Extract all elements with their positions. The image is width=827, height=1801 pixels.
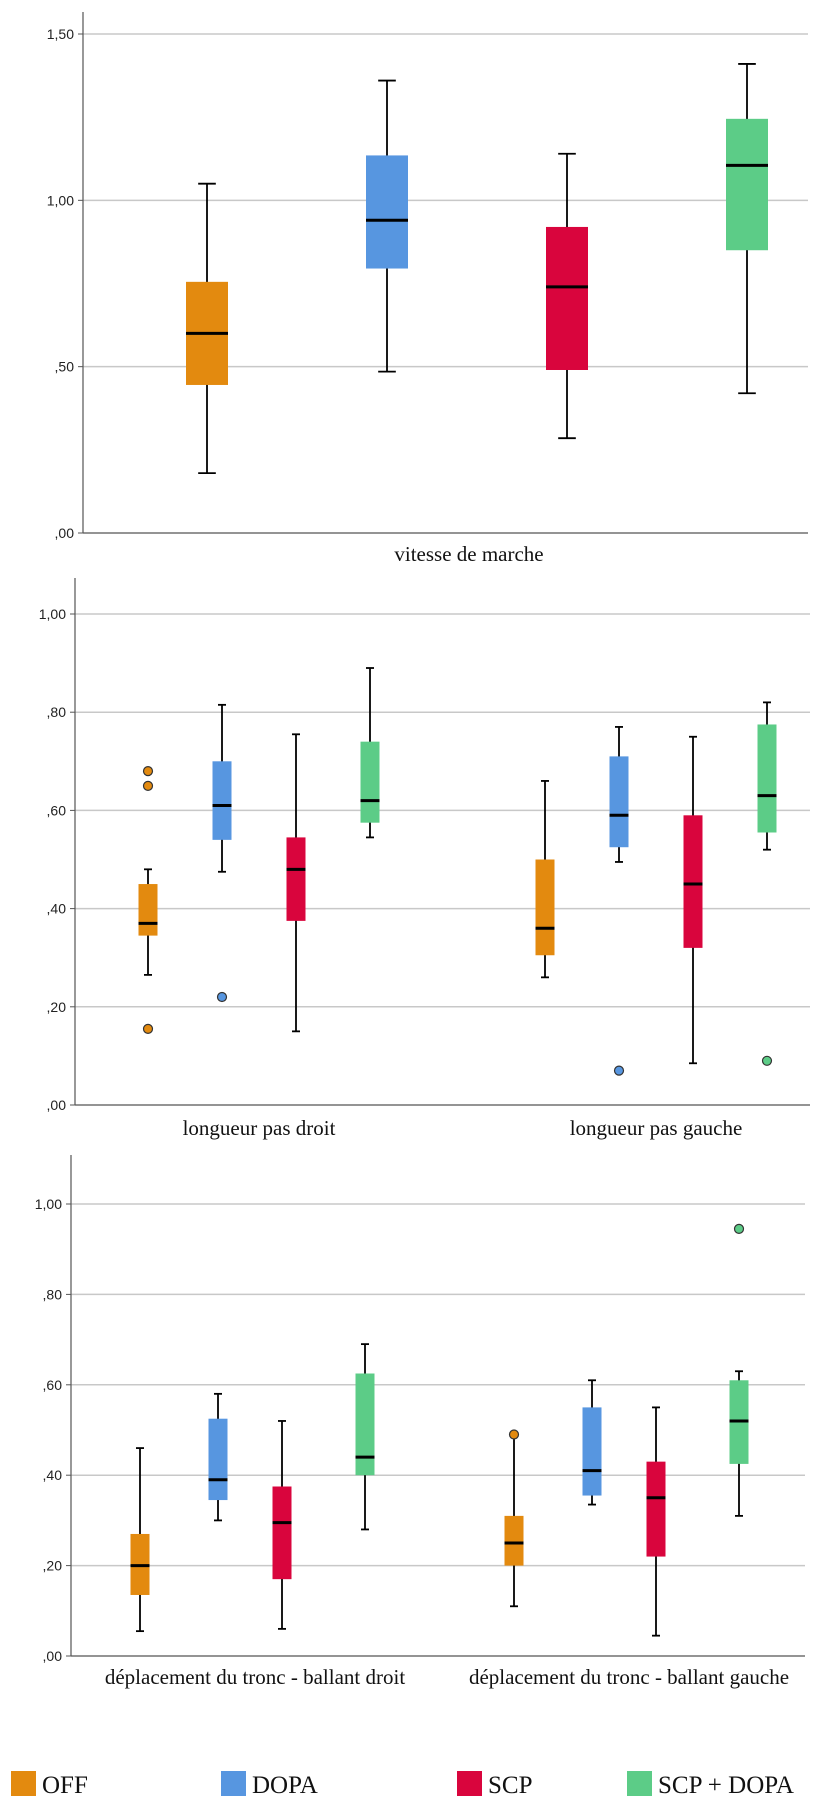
box-off [504, 1429, 524, 1608]
legend-swatch [11, 1771, 36, 1796]
y-tick-label: ,00 [47, 1097, 67, 1113]
iqr-box [546, 226, 588, 370]
box-dopa [609, 726, 629, 1076]
y-tick-label: 1,00 [35, 1196, 62, 1212]
iqr-box [582, 1407, 602, 1496]
box-off [130, 1447, 150, 1633]
y-tick-label: ,80 [47, 704, 67, 720]
y-tick-label: ,80 [43, 1286, 63, 1302]
outlier-point [508, 1429, 520, 1440]
y-tick-label: ,00 [43, 1648, 63, 1664]
y-tick-label: 1,00 [39, 606, 66, 622]
iqr-box [504, 1515, 524, 1566]
box-off [535, 780, 555, 979]
y-tick-label: ,50 [55, 359, 75, 375]
legend-label: OFF [42, 1772, 88, 1799]
iqr-box [138, 884, 158, 936]
iqr-box [208, 1418, 228, 1501]
outlier-point [761, 1055, 773, 1066]
y-tick-label: ,00 [55, 525, 75, 541]
box-off [138, 766, 158, 1034]
box-scp [683, 735, 703, 1065]
y-tick-label: ,40 [43, 1467, 63, 1483]
outlier-point [733, 1223, 745, 1234]
box-scp [546, 152, 588, 440]
outlier-point [142, 1023, 154, 1034]
box-off [186, 182, 228, 475]
category-label: longueur pas gauche [570, 1116, 743, 1140]
iqr-box [272, 1486, 292, 1580]
box-dopa [366, 79, 408, 373]
box-scp-dopa [729, 1223, 749, 1517]
category-label: déplacement du tronc - ballant gauche [469, 1665, 789, 1689]
box-scp [272, 1420, 292, 1630]
chart-panel-3: ,00 ,20 ,40 ,60 ,80 1,00 déplacement du tronc … [35, 1155, 805, 1689]
y-tick-label: 1,00 [47, 192, 74, 208]
box-dopa [208, 1392, 228, 1522]
iqr-box [609, 756, 629, 848]
y-tick-label: ,20 [43, 1558, 63, 1574]
iqr-box [366, 155, 408, 269]
box-scp [646, 1406, 666, 1637]
legend-label: DOPA [252, 1772, 318, 1799]
iqr-box [360, 741, 380, 823]
iqr-box [535, 859, 555, 956]
iqr-box [726, 118, 768, 251]
box-scp-dopa [757, 701, 777, 1066]
box-scp [286, 733, 306, 1033]
outlier-point [142, 766, 154, 777]
box-scp-dopa [355, 1343, 375, 1531]
y-tick-label: 1,50 [47, 26, 74, 42]
legend-label: SCP + DOPA [658, 1772, 794, 1799]
category-label: longueur pas droit [183, 1116, 336, 1140]
y-tick-label: ,60 [47, 802, 67, 818]
box-scp-dopa [360, 667, 380, 839]
iqr-box [212, 761, 232, 840]
legend-swatch [221, 1771, 246, 1796]
y-tick-label: ,40 [47, 901, 67, 917]
iqr-box [683, 815, 703, 948]
legend-swatch [627, 1771, 652, 1796]
legend-swatch [457, 1771, 482, 1796]
outlier-point [142, 780, 154, 791]
outlier-point [613, 1065, 625, 1076]
iqr-box [286, 837, 306, 921]
box-dopa [582, 1379, 602, 1506]
chart-panel-1: ,00 ,50 1,00 1,50 vitesse de marche [47, 12, 808, 566]
category-label: déplacement du tronc - ballant droit [105, 1665, 405, 1689]
box-scp-dopa [726, 63, 768, 395]
iqr-box [757, 724, 777, 833]
y-tick-label: ,60 [43, 1377, 63, 1393]
iqr-box [355, 1373, 375, 1476]
box-dopa [212, 703, 232, 1003]
legend-label: SCP [488, 1772, 532, 1799]
iqr-box [646, 1461, 666, 1557]
y-tick-label: ,20 [47, 999, 67, 1015]
category-label: vitesse de marche [394, 542, 543, 566]
chart-panel-2: ,00 ,20 ,40 ,60 ,80 1,00 longueur pas droit lon… [39, 578, 810, 1140]
legend: OFF DOPA SCP SCP + DOPA [11, 1771, 794, 1799]
outlier-point [216, 991, 228, 1003]
